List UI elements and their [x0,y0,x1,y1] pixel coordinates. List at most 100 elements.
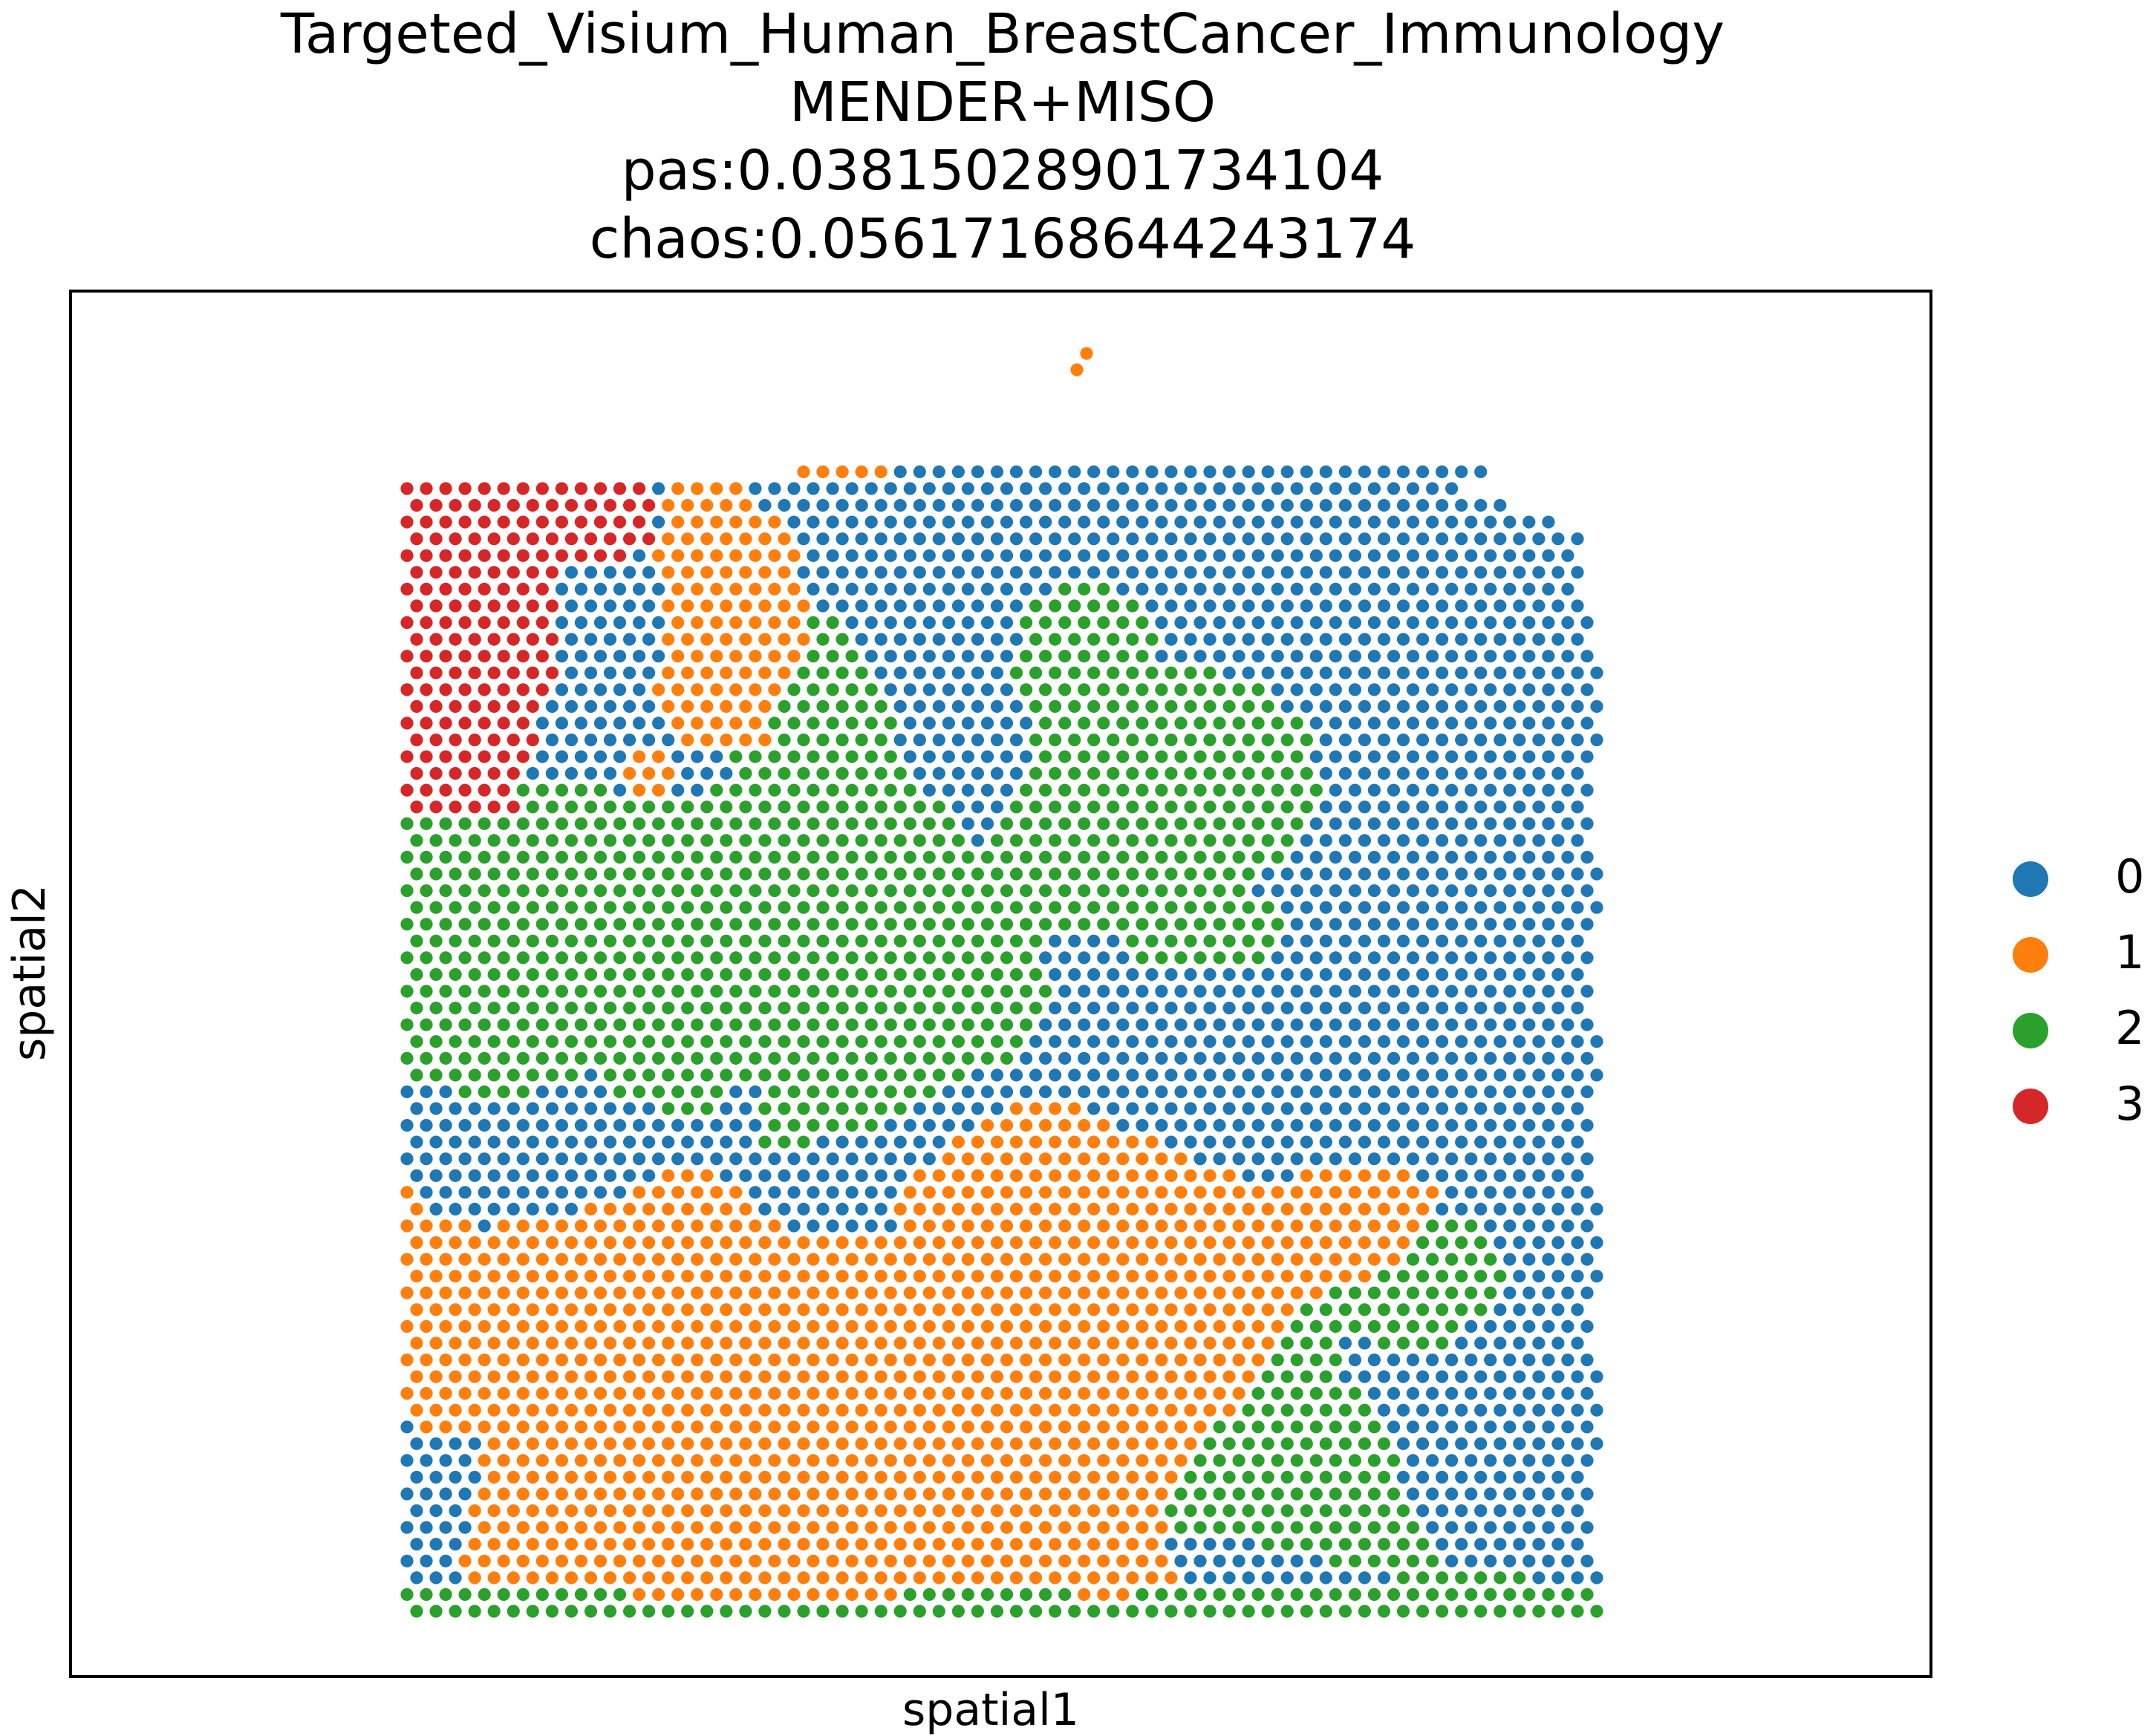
spot-cluster-0 [1358,967,1371,981]
spot-cluster-2 [584,1605,598,1618]
spot-cluster-0 [1571,1403,1584,1417]
spot-cluster-2 [603,967,617,981]
spot-cluster-2 [884,783,897,797]
spot-cluster-0 [1184,633,1197,646]
spot-cluster-0 [449,1504,462,1518]
spot-cluster-1 [662,1571,675,1585]
spot-cluster-0 [845,616,859,630]
spot-cluster-1 [420,1286,433,1299]
spot-cluster-2 [922,951,936,965]
spot-cluster-2 [439,951,452,965]
spot-cluster-0 [1242,566,1255,579]
spot-cluster-2 [633,884,646,898]
spot-cluster-0 [1465,985,1478,998]
spot-cluster-1 [797,465,810,479]
spot-cluster-3 [507,800,520,814]
spot-cluster-0 [1406,1353,1420,1367]
spot-cluster-2 [593,985,608,998]
spot-cluster-0 [903,683,916,696]
spot-cluster-0 [1551,1437,1565,1450]
spot-cluster-1 [749,549,762,562]
spot-cluster-2 [642,1068,656,1082]
spot-cluster-0 [1280,465,1294,479]
spot-cluster-2 [922,1587,936,1601]
spot-cluster-2 [971,901,984,914]
spot-cluster-0 [903,717,916,730]
spot-cluster-1 [574,1219,588,1233]
spot-cluster-2 [1136,850,1149,864]
spot-cluster-2 [1436,1605,1449,1618]
spot-cluster-3 [420,616,433,630]
spot-cluster-2 [739,1605,752,1618]
spot-cluster-1 [1058,1186,1072,1199]
spot-cluster-0 [1213,1554,1226,1567]
spot-cluster-1 [555,1521,569,1534]
spot-cluster-1 [564,1504,579,1518]
spot-cluster-2 [613,884,627,898]
spot-cluster-1 [623,1236,636,1250]
spot-cluster-2 [1145,699,1159,714]
spot-cluster-1 [787,616,801,630]
spot-cluster-0 [652,1152,665,1166]
spot-cluster-1 [593,1319,608,1333]
spot-cluster-1 [516,1286,530,1299]
spot-cluster-0 [564,1102,579,1115]
spot-cluster-2 [1058,918,1072,931]
spot-cluster-1 [922,1353,936,1367]
spot-cluster-2 [1203,800,1217,814]
spot-cluster-1 [807,1286,820,1299]
spot-cluster-2 [1387,1454,1401,1467]
spot-cluster-2 [439,1587,452,1601]
spot-cluster-2 [951,967,965,981]
spot-cluster-2 [1348,1554,1361,1567]
spot-cluster-1 [903,1487,916,1501]
spot-cluster-2 [1242,901,1255,914]
spot-cluster-1 [739,1303,752,1316]
spot-cluster-2 [1155,918,1168,931]
spot-cluster-3 [449,499,462,512]
spot-cluster-0 [1009,1068,1023,1082]
spot-cluster-2 [874,1605,888,1618]
spot-cluster-1 [1020,1420,1033,1434]
spot-cluster-1 [845,1587,859,1601]
spot-cluster-1 [1155,1387,1168,1400]
spot-cluster-2 [855,1605,868,1618]
spot-cluster-0 [1358,566,1371,579]
spot-cluster-0 [1416,566,1430,579]
spot-cluster-2 [1193,1454,1207,1467]
spot-cluster-0 [913,532,926,546]
spot-cluster-0 [1387,783,1401,797]
spot-cluster-1 [516,1420,530,1434]
spot-cluster-2 [1396,1538,1410,1551]
spot-cluster-0 [593,750,608,763]
spot-cluster-1 [652,1353,665,1367]
spot-cluster-0 [1367,650,1381,663]
spot-cluster-0 [1213,1018,1226,1031]
spot-cluster-0 [1590,666,1603,679]
spot-cluster-1 [613,1219,627,1233]
spot-cluster-0 [1503,918,1517,931]
spot-cluster-3 [439,650,452,663]
spot-cluster-0 [1174,650,1188,663]
spot-cluster-2 [613,1587,627,1601]
spot-cluster-2 [1087,834,1101,847]
spot-cluster-2 [845,1085,859,1098]
spot-cluster-0 [1387,884,1401,898]
spot-cluster-1 [980,1186,994,1199]
spot-cluster-2 [778,800,791,814]
spot-cluster-2 [1290,1353,1303,1367]
spot-cluster-1 [1184,1403,1197,1417]
spot-cluster-0 [487,1169,501,1182]
spot-cluster-0 [1503,1554,1517,1567]
spot-cluster-3 [545,532,559,546]
spot-cluster-0 [1503,850,1517,864]
spot-cluster-0 [1561,650,1574,663]
spot-cluster-2 [855,733,868,747]
spot-cluster-2 [1338,1504,1352,1518]
spot-cluster-0 [439,1487,452,1501]
spot-cluster-1 [420,1387,433,1400]
spot-cluster-0 [1436,1538,1449,1551]
spot-cluster-2 [874,800,888,814]
spot-cluster-0 [980,683,994,696]
spot-cluster-2 [884,951,897,965]
